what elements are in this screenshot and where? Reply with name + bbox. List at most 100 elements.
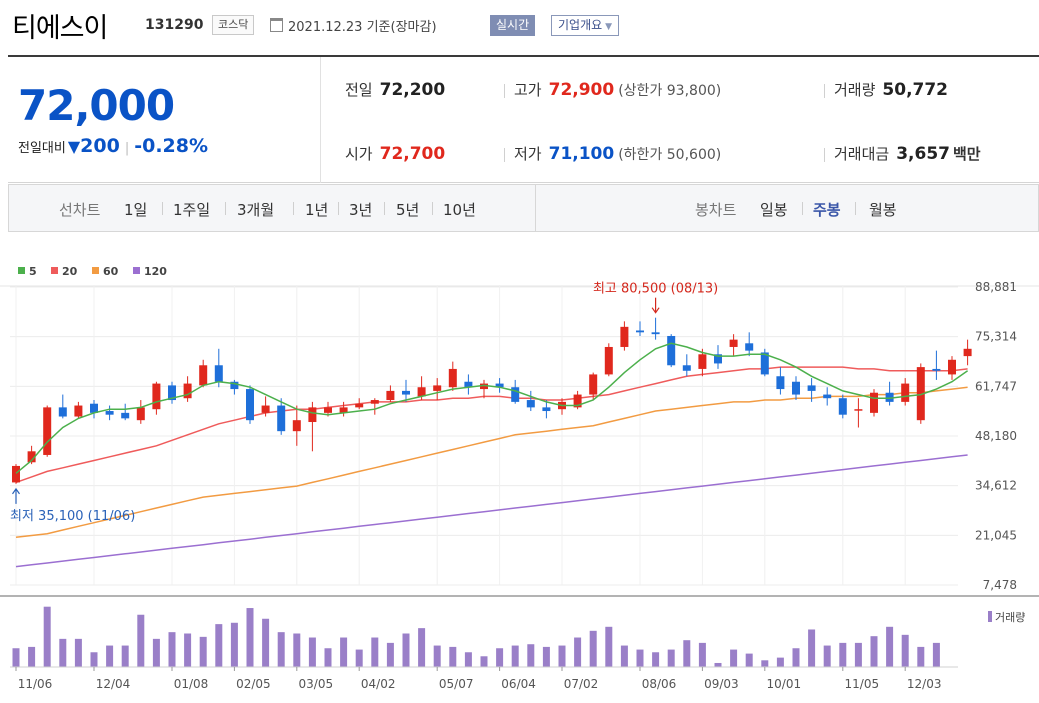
x-tick-label: 11/06 [18,677,53,691]
period-1y[interactable]: 1년 [305,201,329,219]
legend-swatch-120 [133,267,140,274]
x-tick-label: 04/02 [361,677,396,691]
x-tick-label: 03/05 [299,677,334,691]
volume-bar [262,618,270,667]
candle-body [636,330,644,333]
volume-bar [589,630,597,667]
volume-bar [854,642,862,667]
volume-bar [106,645,114,667]
candle-body [12,465,20,483]
candle-body [74,405,83,417]
candle-body [651,332,660,335]
realtime-button[interactable]: 실시간 [490,15,536,36]
change-separator: | [124,141,130,156]
current-price: 72,000 [18,81,175,130]
volume-bar [74,638,82,667]
x-tick-label: 07/02 [564,677,599,691]
candle-body [355,403,364,408]
company-overview-label: 기업개요 [558,18,603,32]
legend-swatch-20 [51,267,58,274]
high-annotation: 최고 80,500 (08/13) [593,282,718,297]
change-percent: -0.28% [134,135,209,157]
stock-header: 티에스이 131290 코스닥 2021.12.23 기준(장마감) 실시간 기… [0,0,1039,48]
volume-bar [371,637,379,667]
candle-body [339,407,348,413]
candle-body [511,387,520,402]
volume-bar [418,628,426,667]
volume-bar [511,645,519,667]
candle-body [729,339,738,347]
volume-bar [43,606,51,667]
weekly-candlestick-chart[interactable]: 5 20 60 120 88,881 75,314 61,747 48,180 34,612 21… [0,255,1039,701]
volume-bar [496,648,504,667]
volume-bar [449,646,457,667]
volume-bar [652,652,660,667]
period-3y[interactable]: 3년 [349,201,373,219]
divider [824,148,825,162]
volume-bar [59,638,67,667]
candle-body [27,451,36,463]
candle-body [214,365,223,382]
candle-body [402,390,410,395]
y-tick-label: 21,045 [975,528,1017,542]
legend-label-5: 5 [29,265,37,278]
period-1w[interactable]: 1주일 [173,201,211,219]
ma20-line [15,366,968,484]
prev-close: 전일 72,200 [345,80,446,100]
y-tick-label: 61,747 [975,379,1017,393]
candle-monthly[interactable]: 월봉 [869,201,897,219]
candle-body [948,359,956,375]
candle-body [916,367,925,421]
volume-bar [433,645,441,667]
y-tick-label: 48,180 [975,429,1017,443]
legend-label-60: 60 [103,265,119,278]
candle-body [246,389,254,421]
candle-body [870,392,878,413]
volume-bar [215,624,223,667]
date-value: 2021.12.23 [288,20,363,35]
candle-body [714,354,722,364]
candle-body [838,398,847,415]
period-1d[interactable]: 1일 [124,201,148,219]
divider [293,202,294,215]
candle-body [292,420,301,432]
volume-bar [901,634,909,667]
candle-body [573,394,582,408]
volume-bar [870,636,878,667]
period-10y[interactable]: 10년 [443,201,476,219]
volume-bar [184,633,192,667]
high-arrow-head-icon [651,307,660,314]
volume-bar [776,657,784,667]
stock-name: 티에스이 [12,13,108,44]
volume-bar [168,632,176,667]
candle-body [230,381,239,390]
volume-bar [761,660,769,667]
candle-weekly[interactable]: 주봉 [813,201,841,219]
quote-panel: 72,000 전일대비 ▼200 | -0.28% 전일 72,200 고가 72,900… [8,55,1039,183]
candle-body [901,383,910,402]
period-5y[interactable]: 5년 [396,201,420,219]
candle-daily[interactable]: 일봉 [760,201,788,219]
legend-label-120: 120 [144,265,167,278]
volume-legend-label: 거래량 [995,611,1025,624]
candle-body [433,385,442,391]
x-tick-label: 02/05 [236,677,271,691]
volume-bar [152,638,160,667]
low-arrow-head-icon [12,487,20,495]
company-overview-button[interactable]: 기업개요 ▼ [551,15,620,36]
x-tick-label: 01/08 [174,677,209,691]
quote-date: 2021.12.23 기준(장마감) [288,16,437,35]
volume-bar [90,652,98,667]
volume-bar [12,648,20,667]
candle-body [792,381,800,395]
ma5-line [15,342,969,474]
volume-bar [464,652,472,667]
volume-bar [402,633,410,667]
candle-body [308,407,317,423]
candle-body [417,387,426,397]
volume-bar [714,662,722,667]
period-3m[interactable]: 3개월 [237,201,275,219]
volume-bar [28,646,36,667]
volume-bar [308,637,316,667]
market-badge: 코스닥 [212,15,255,35]
